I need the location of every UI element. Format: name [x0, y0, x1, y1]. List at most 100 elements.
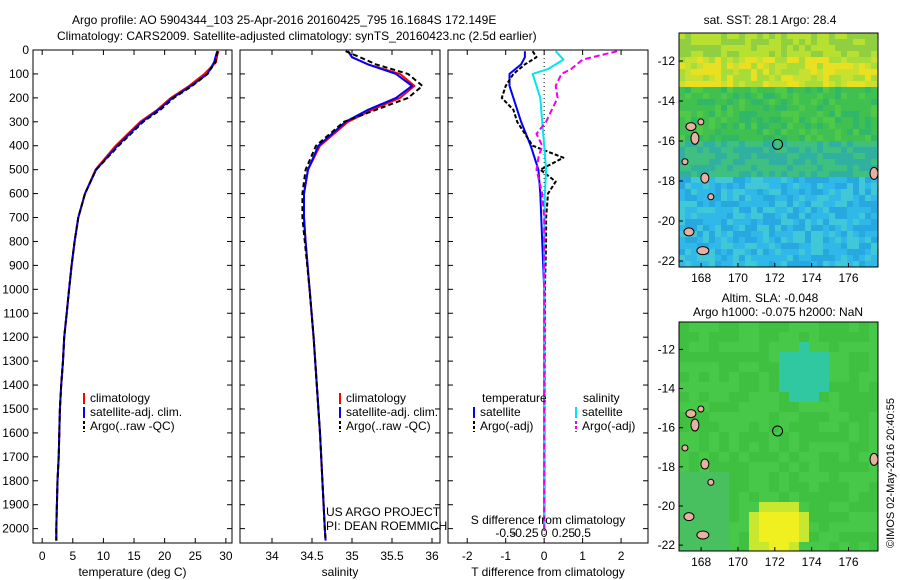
map-cell	[739, 372, 750, 383]
map-cell	[859, 542, 870, 551]
map-cell	[787, 105, 794, 112]
temperature_profile-panel: 0 5 10 15 20 25 300100200300400500600700800900…	[2, 43, 233, 579]
map-cell	[733, 225, 740, 232]
map-cell	[835, 243, 842, 250]
x2-tick-label: 0	[541, 526, 548, 540]
map-cell	[727, 39, 734, 46]
map-cell	[779, 372, 790, 383]
map-cell	[721, 177, 728, 184]
map-cell	[853, 75, 860, 82]
map-cell	[839, 512, 850, 523]
map-cell	[819, 422, 830, 433]
map-cell	[811, 195, 818, 202]
map-cell	[757, 135, 764, 142]
map-cell	[727, 225, 734, 232]
map-cell	[689, 392, 700, 403]
map-cell	[793, 183, 800, 190]
map-cell	[817, 207, 824, 214]
map-cell	[745, 195, 752, 202]
map-cell	[697, 147, 704, 154]
map-cell	[869, 542, 878, 551]
map-cell	[721, 189, 728, 196]
map-cell	[819, 352, 830, 363]
map-cell	[679, 237, 686, 244]
map-y-tick-label: -22	[658, 254, 676, 268]
map-cell	[769, 225, 776, 232]
map-cell	[853, 129, 860, 136]
map-cell	[679, 165, 686, 172]
map-cell	[781, 153, 788, 160]
map-cell	[859, 135, 866, 142]
map-cell	[697, 261, 704, 267]
island-shape	[685, 409, 697, 419]
map-cell	[781, 147, 788, 154]
map-cell	[749, 472, 760, 483]
map-cell	[779, 342, 790, 353]
map-cell	[841, 165, 848, 172]
map-cell	[811, 93, 818, 100]
map-cell	[817, 141, 824, 148]
map-cell	[769, 352, 780, 363]
map-cell	[691, 177, 698, 184]
map-cell	[793, 219, 800, 226]
map-cell	[739, 93, 746, 100]
map-cell	[799, 462, 810, 473]
map-cell	[715, 243, 722, 250]
map-cell	[679, 69, 686, 76]
map-cell	[733, 69, 740, 76]
map-cell	[859, 75, 866, 82]
map-cell	[689, 382, 700, 393]
map-cell	[805, 87, 812, 94]
map-cell	[865, 33, 872, 40]
map-cell	[871, 237, 878, 244]
map-cell	[679, 111, 686, 118]
map-cell	[691, 183, 698, 190]
map-cell	[805, 261, 812, 267]
map-cell	[745, 39, 752, 46]
map-cell	[805, 201, 812, 208]
map-cell	[839, 422, 850, 433]
map-cell	[697, 57, 704, 64]
map-cell	[739, 75, 746, 82]
map-cell	[793, 171, 800, 178]
map-cell	[809, 402, 820, 413]
map-cell	[697, 69, 704, 76]
map-cell	[769, 231, 776, 238]
map-cell	[811, 33, 818, 40]
map-cell	[811, 99, 818, 106]
map-cell	[779, 362, 790, 373]
map-cell	[769, 165, 776, 172]
map-cell	[853, 123, 860, 130]
map-cell	[679, 372, 690, 383]
legend-label: Argo(..raw -QC)	[90, 419, 175, 433]
map-cell	[829, 141, 836, 148]
map-cell	[811, 63, 818, 70]
map-cell	[721, 129, 728, 136]
map-cell	[789, 412, 800, 423]
map-cell	[703, 75, 710, 82]
map-cell	[739, 249, 746, 256]
map-y-tick-label: -16	[658, 134, 676, 148]
map-cell	[699, 472, 710, 483]
map-cell	[853, 201, 860, 208]
map-cell	[679, 171, 686, 178]
map-cell	[763, 195, 770, 202]
map-cell	[865, 243, 872, 250]
x-tick-label: -2	[462, 549, 473, 563]
map-cell	[805, 45, 812, 52]
map-cell	[799, 75, 806, 82]
map-cell	[727, 183, 734, 190]
map-cell	[763, 201, 770, 208]
map-cell	[787, 195, 794, 202]
map-cell	[793, 69, 800, 76]
map-cell	[709, 129, 716, 136]
legend-label: satellite-adj. clim.	[90, 405, 182, 419]
map-cell	[733, 45, 740, 52]
map-cell	[781, 231, 788, 238]
map-cell	[841, 219, 848, 226]
map-cell	[733, 249, 740, 256]
map-cell	[749, 502, 760, 513]
map-cell	[727, 93, 734, 100]
map-cell	[835, 219, 842, 226]
map-cell	[729, 472, 740, 483]
